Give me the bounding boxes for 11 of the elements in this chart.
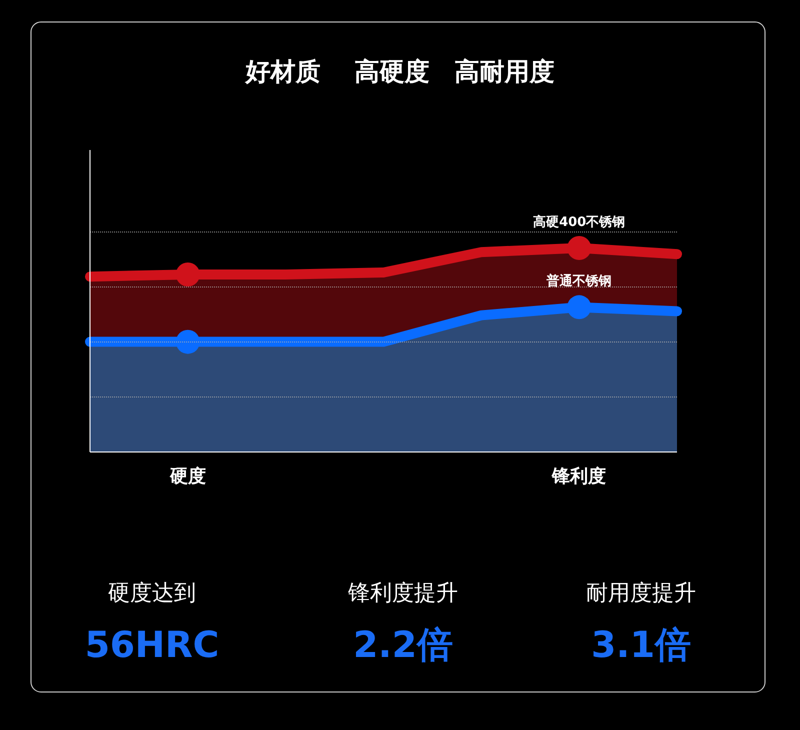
text: 3.1倍	[591, 625, 691, 666]
text: 56HRC	[84, 625, 220, 666]
text: 2.2倍	[353, 625, 453, 666]
x-tick-label: 硬度	[168, 466, 206, 487]
text: 硬度达到	[108, 581, 196, 606]
series-label: 普通不锈钢	[546, 273, 612, 290]
text: 耐用度提升	[586, 581, 696, 606]
series-label: 高硬400不锈钢	[533, 214, 626, 230]
chart-title: 好材质 高硬度 高耐用度	[244, 57, 554, 86]
x-tick-label: 锋利度	[551, 466, 606, 487]
text: 锋利度提升	[347, 581, 458, 606]
